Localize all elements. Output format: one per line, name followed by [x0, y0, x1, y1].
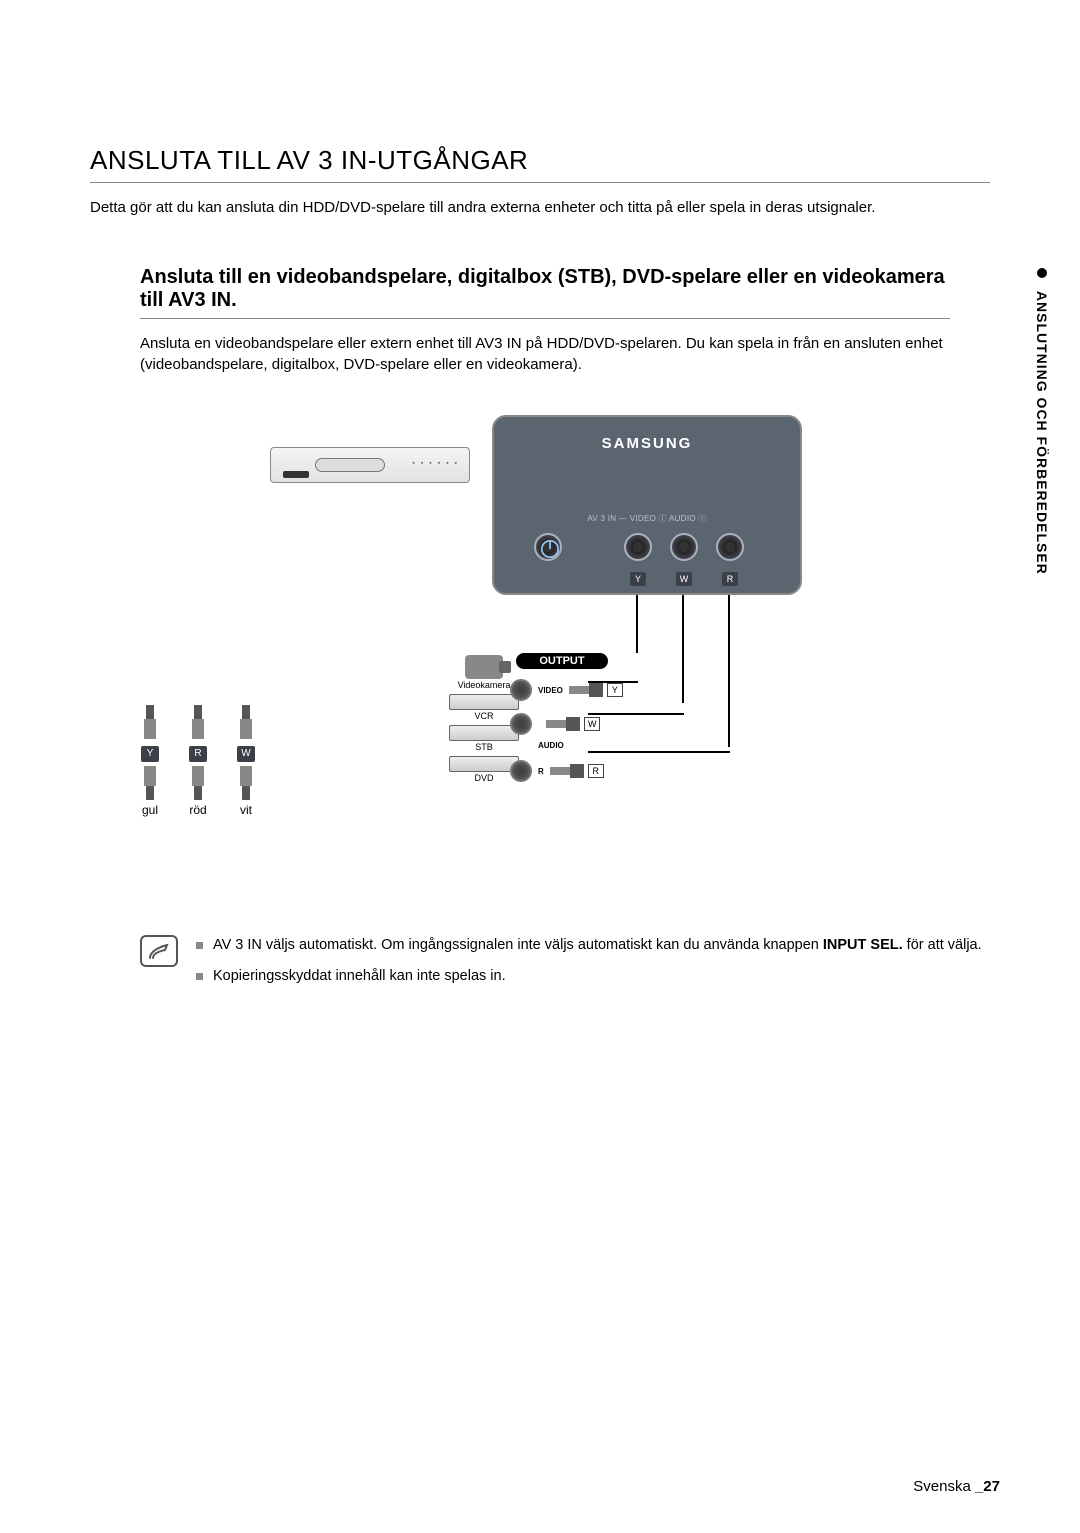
side-tab-dot [1037, 268, 1047, 278]
note-block: AV 3 IN väljs automatiskt. Om ingångssig… [140, 935, 990, 997]
output-video-row: VIDEO Y [510, 677, 690, 703]
power-button-icon [534, 533, 562, 561]
legend-red: R röd [188, 705, 208, 817]
note-item-1: AV 3 IN väljs automatiskt. Om ingångssig… [196, 935, 982, 956]
output-audio-r-row: R R [510, 758, 690, 784]
video-jack-icon [624, 533, 652, 561]
note-icon [140, 935, 178, 967]
note-item-2: Kopieringsskyddat innehåll kan inte spel… [196, 966, 982, 987]
panel-tag-r: R [722, 572, 738, 586]
main-heading: ANSLUTA TILL AV 3 IN-UTGÅNGAR [90, 145, 990, 183]
side-tab: ANSLUTNING OCH FÖRBEREDELSER [1034, 268, 1050, 575]
panel-tag-y: Y [630, 572, 646, 586]
footer-page-number: _27 [975, 1478, 1000, 1495]
page-footer: Svenska _27 [913, 1478, 1000, 1495]
page-content: ANSLUTA TILL AV 3 IN-UTGÅNGAR Detta gör … [90, 145, 990, 997]
sub-heading: Ansluta till en videobandspelare, digita… [140, 266, 950, 319]
audio-white-jack-icon [670, 533, 698, 561]
panel-port-label: AV 3 IN — VIDEO ⓛ AUDIO ⓡ [494, 513, 800, 524]
panel-tag-w: W [676, 572, 692, 586]
recorder-front-panel: SAMSUNG AV 3 IN — VIDEO ⓛ AUDIO ⓡ Y W R [492, 415, 802, 595]
intro-paragraph: Detta gör att du kan ansluta din HDD/DVD… [90, 197, 960, 218]
output-audio-label: AUDIO [538, 741, 690, 750]
footer-language: Svenska [913, 1478, 975, 1495]
audio-red-jack-icon [716, 533, 744, 561]
side-tab-text: ANSLUTNING OCH FÖRBEREDELSER [1034, 291, 1050, 575]
legend-white: W vit [236, 705, 256, 817]
note-list: AV 3 IN väljs automatiskt. Om ingångssig… [196, 935, 982, 997]
color-legend: Y gul R röd W vit [140, 705, 256, 817]
recorder-unit-icon: ▪ ▪ ▪ ▪ ▪ ▪ [270, 447, 470, 483]
legend-yellow: Y gul [140, 705, 160, 817]
sub-description: Ansluta en videobandspelare eller extern… [140, 333, 950, 375]
connection-diagram: ▪ ▪ ▪ ▪ ▪ ▪ SAMSUNG AV 3 IN — VIDEO ⓛ AU… [140, 405, 950, 865]
output-badge: OUTPUT [516, 653, 608, 669]
subsection: Ansluta till en videobandspelare, digita… [140, 266, 950, 865]
brand-label: SAMSUNG [494, 435, 800, 452]
output-audio-w-row: . W [510, 711, 690, 737]
output-port-block: OUTPUT VIDEO Y . W AUDIO R [510, 653, 690, 784]
